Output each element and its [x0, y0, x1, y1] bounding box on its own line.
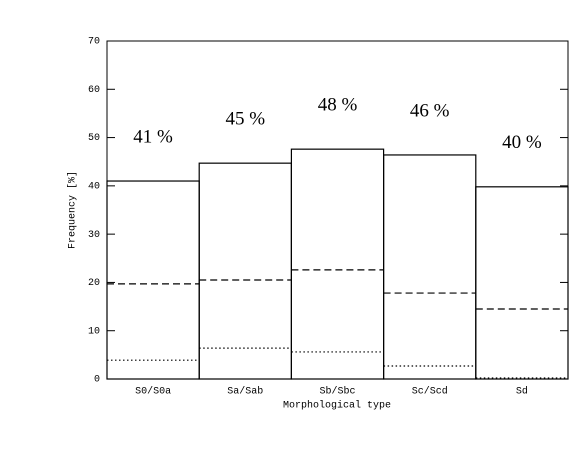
value-label: 45 %	[226, 109, 266, 130]
x-tick-label: Sd	[516, 386, 528, 398]
x-tick-label: Sa/Sab	[227, 386, 263, 398]
y-tick-label: 40	[88, 181, 100, 192]
x-tick-label: S0/S0a	[135, 386, 171, 398]
y-tick-label: 10	[88, 326, 100, 337]
y-tick-label: 0	[94, 375, 100, 386]
x-tick-label: Sb/Sbc	[319, 386, 355, 398]
bar	[475, 186, 569, 380]
bar	[106, 180, 200, 380]
bar	[290, 148, 385, 380]
y-tick-label: 60	[88, 85, 100, 96]
bar	[383, 154, 477, 380]
y-tick-label: 20	[88, 278, 100, 289]
value-label: 46 %	[410, 100, 450, 121]
plot-frame	[106, 40, 569, 380]
y-axis-label: Frequency [%]	[67, 171, 79, 249]
y-tick-label: 30	[88, 230, 100, 241]
value-label: 48 %	[318, 95, 358, 116]
y-tick-label: 70	[88, 37, 100, 48]
x-axis-label: Morphological type	[283, 400, 391, 412]
x-tick-label: Sc/Scd	[412, 386, 448, 398]
bar	[198, 162, 292, 380]
value-label: 41 %	[133, 126, 173, 147]
value-label: 40 %	[502, 132, 542, 153]
y-tick-label: 50	[88, 133, 100, 144]
